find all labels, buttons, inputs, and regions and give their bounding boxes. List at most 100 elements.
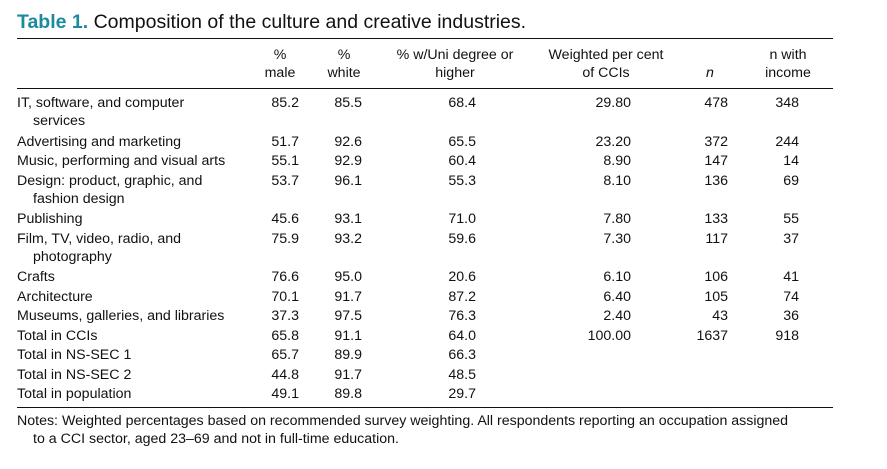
cell-weighted: 7.80 <box>603 211 631 227</box>
row-label-line: Museums, galleries, and libraries <box>17 308 225 324</box>
row-label-line: Design: product, graphic, and <box>17 173 203 189</box>
cell-white: 92.6 <box>334 134 362 150</box>
row-label: Museums, galleries, and libraries <box>17 307 267 325</box>
row-label: Music, performing and visual arts <box>17 152 267 170</box>
cell-income: 348 <box>775 95 799 111</box>
cell-uni: 60.4 <box>448 153 476 169</box>
row-label: Total in NS-SEC 2 <box>17 366 267 384</box>
cell-income: 55 <box>783 211 799 227</box>
cell-weighted: 23.20 <box>595 134 631 150</box>
row-label-line: Film, TV, video, radio, and <box>17 231 182 247</box>
cell-weighted: 6.10 <box>603 269 631 285</box>
cell-n: 133 <box>704 211 728 227</box>
cell-n: 105 <box>704 289 728 305</box>
row-label: Advertising and marketing <box>17 133 267 151</box>
row-label: Film, TV, video, radio, and photography <box>17 230 267 266</box>
cell-n: 106 <box>704 269 728 285</box>
row-label-line: Architecture <box>17 289 93 305</box>
cell-white: 91.1 <box>334 328 362 344</box>
cell-male: 37.3 <box>271 308 299 324</box>
row-label-continuation: photography <box>33 249 112 265</box>
cell-white: 92.9 <box>334 153 362 169</box>
cell-n: 478 <box>704 95 728 111</box>
header-n: n <box>706 65 714 81</box>
row-label: Architecture <box>17 288 267 306</box>
cell-income: 14 <box>783 153 799 169</box>
row-label: Total in CCIs <box>17 327 267 345</box>
cell-uni: 64.0 <box>448 328 476 344</box>
cell-male: 70.1 <box>271 289 299 305</box>
row-label: Design: product, graphic, and fashion des… <box>17 172 267 208</box>
cell-white: 91.7 <box>334 289 362 305</box>
cell-income: 69 <box>783 173 799 189</box>
row-label-line: Publishing <box>17 211 83 227</box>
cell-n: 372 <box>704 134 728 150</box>
row-label-line: Crafts <box>17 269 55 285</box>
row-label: Total in NS-SEC 1 <box>17 346 267 364</box>
cell-uni: 55.3 <box>448 173 476 189</box>
row-label-line: Music, performing and visual arts <box>17 153 226 169</box>
header-uni-degree: % w/Uni degree or higher <box>396 47 514 81</box>
table-caption-label: Table 1. <box>17 11 89 33</box>
cell-income: 37 <box>783 231 799 247</box>
cell-white: 93.1 <box>334 211 362 227</box>
cell-weighted: 100.00 <box>587 328 631 344</box>
cell-income: 36 <box>783 308 799 324</box>
cell-n: 43 <box>712 308 728 324</box>
row-label-line: Total in NS-SEC 1 <box>17 347 132 363</box>
cell-uni: 59.6 <box>448 231 476 247</box>
header-n-income: n with income <box>765 47 811 81</box>
cell-weighted: 8.10 <box>603 173 631 189</box>
bottom-rule <box>17 407 833 408</box>
cell-male: 45.6 <box>271 211 299 227</box>
cell-white: 96.1 <box>334 173 362 189</box>
cell-uni: 48.5 <box>448 367 476 383</box>
cell-male: 85.2 <box>271 95 299 111</box>
cell-white: 85.5 <box>334 95 362 111</box>
cell-white: 89.9 <box>334 347 362 363</box>
notes-line-1: Notes: Weighted percentages based on rec… <box>17 413 789 429</box>
row-label-continuation: fashion design <box>33 191 125 207</box>
cell-male: 49.1 <box>271 386 299 402</box>
table-caption-text: Composition of the culture and creative … <box>93 11 527 33</box>
row-label-line: Total in CCIs <box>17 328 98 344</box>
cell-male: 53.7 <box>271 173 299 189</box>
header-white: % white <box>327 47 361 81</box>
cell-male: 55.1 <box>271 153 299 169</box>
cell-uni: 66.3 <box>448 347 476 363</box>
cell-white: 93.2 <box>334 231 362 247</box>
cell-weighted: 8.90 <box>603 153 631 169</box>
cell-income: 244 <box>775 134 799 150</box>
cell-male: 65.7 <box>271 347 299 363</box>
cell-income: 74 <box>783 289 799 305</box>
cell-white: 91.7 <box>334 367 362 383</box>
cell-income: 41 <box>783 269 799 285</box>
cell-weighted: 29.80 <box>595 95 631 111</box>
row-label-line: Total in population <box>17 386 132 402</box>
cell-uni: 29.7 <box>448 386 476 402</box>
table-notes: Notes: Weighted percentages based on rec… <box>17 412 847 448</box>
cell-male: 76.6 <box>271 269 299 285</box>
header-rule <box>17 88 833 89</box>
row-label-line: Advertising and marketing <box>17 134 182 150</box>
cell-uni: 87.2 <box>448 289 476 305</box>
top-rule <box>17 38 833 39</box>
cell-male: 51.7 <box>271 134 299 150</box>
header-weighted: Weighted per cent of CCIs <box>548 47 664 81</box>
notes-line-2: to a CCI sector, aged 23–69 and not in f… <box>33 431 399 447</box>
cell-income: 918 <box>775 328 799 344</box>
header-male: % male <box>264 47 296 81</box>
cell-white: 95.0 <box>334 269 362 285</box>
cell-white: 89.8 <box>334 386 362 402</box>
cell-uni: 65.5 <box>448 134 476 150</box>
row-label: Publishing <box>17 210 267 228</box>
table-caption: Table 1. Composition of the culture and … <box>17 10 526 34</box>
row-label-line: IT, software, and computer <box>17 95 185 111</box>
cell-uni: 76.3 <box>448 308 476 324</box>
row-label-continuation: services <box>33 113 86 129</box>
row-label: Total in population <box>17 385 267 403</box>
cell-n: 1637 <box>696 328 728 344</box>
cell-male: 44.8 <box>271 367 299 383</box>
row-label: IT, software, and computer services <box>17 94 267 130</box>
cell-weighted: 2.40 <box>603 308 631 324</box>
